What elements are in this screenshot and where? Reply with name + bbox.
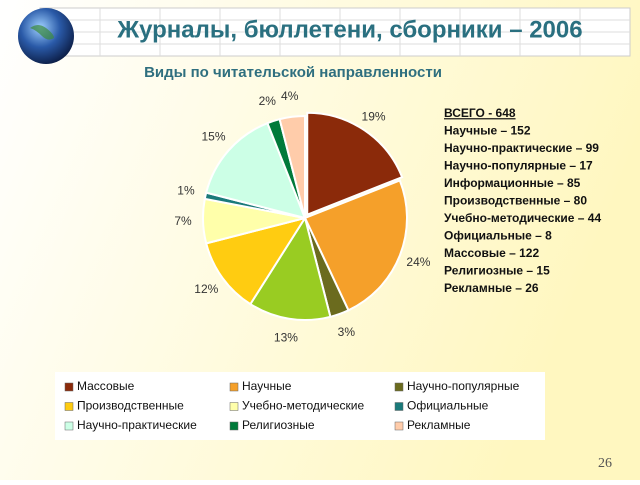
summary-line: Научно-популярные – 17 (444, 159, 593, 173)
pie-slice (306, 111, 404, 217)
pie-slice (278, 114, 306, 219)
legend-swatch (229, 402, 239, 411)
summary-line: ВСЕГО - 648 (444, 106, 516, 120)
legend-swatch (394, 382, 404, 392)
legend-label: Рекламные (407, 418, 471, 432)
slice-label: 12% (194, 282, 218, 296)
legend-label: Производственные (77, 399, 184, 413)
pie-slice (204, 121, 307, 220)
summary-line: Массовые – 122 (444, 246, 539, 260)
legend-swatch (64, 402, 74, 411)
legend-label: Религиозные (242, 418, 315, 432)
slice-label: 4% (281, 89, 299, 103)
globe-land (30, 25, 54, 40)
legend-label: Научно-популярные (407, 379, 520, 393)
summary-line: Информационные – 85 (444, 176, 581, 190)
slice-label: 13% (274, 331, 298, 345)
summary-line: Научные – 152 (444, 124, 531, 138)
legend-label: Научно-практические (77, 418, 197, 432)
slice-label: 19% (362, 109, 386, 123)
slice-label: 7% (174, 214, 192, 228)
legend-swatch (64, 382, 74, 392)
legend-label: Массовые (77, 379, 135, 393)
legend-swatch (64, 421, 74, 431)
chart-subtitle: Виды по читательской направленности (144, 64, 442, 81)
page-number: 26 (598, 456, 612, 471)
summary-line: Рекламные – 26 (444, 281, 539, 295)
slice-label: 3% (338, 325, 356, 339)
pie-slice (303, 179, 408, 312)
legend-swatch (229, 421, 239, 431)
summary-line: Религиозные – 15 (444, 264, 550, 278)
slice-label: 24% (406, 255, 430, 269)
slice-label: 2% (259, 94, 277, 108)
legend-label: Научные (242, 379, 292, 393)
legend-swatch (229, 382, 239, 392)
summary-line: Официальные – 8 (444, 229, 552, 243)
pie-slice (204, 216, 308, 306)
title-band (39, 7, 631, 57)
summary-line: Производственные – 80 (444, 194, 587, 208)
summary-line: Научно-практические – 99 (444, 141, 599, 155)
legend-swatch (394, 421, 404, 431)
pie: 19% 24% 3% 13% 12% 7% 1% 15% 2% 4% (174, 89, 430, 345)
legend-label: Официальные (407, 399, 489, 413)
slice-label: 15% (201, 129, 225, 143)
slice-label: 1% (177, 184, 195, 198)
pie-slice (248, 215, 332, 321)
legend-label: Учебно-методические (242, 399, 364, 413)
slide-title: Журналы, бюллетени, сборники – 2006 (116, 16, 582, 43)
summary-line: Учебно-методические – 44 (444, 211, 601, 225)
summary-list: ВСЕГО - 648 Научные – 152 Научно-практичес… (444, 106, 601, 295)
legend: Массовые Научные Научно-популярные Производ… (64, 379, 520, 432)
legend-box (55, 372, 545, 440)
legend-swatch (394, 402, 404, 411)
